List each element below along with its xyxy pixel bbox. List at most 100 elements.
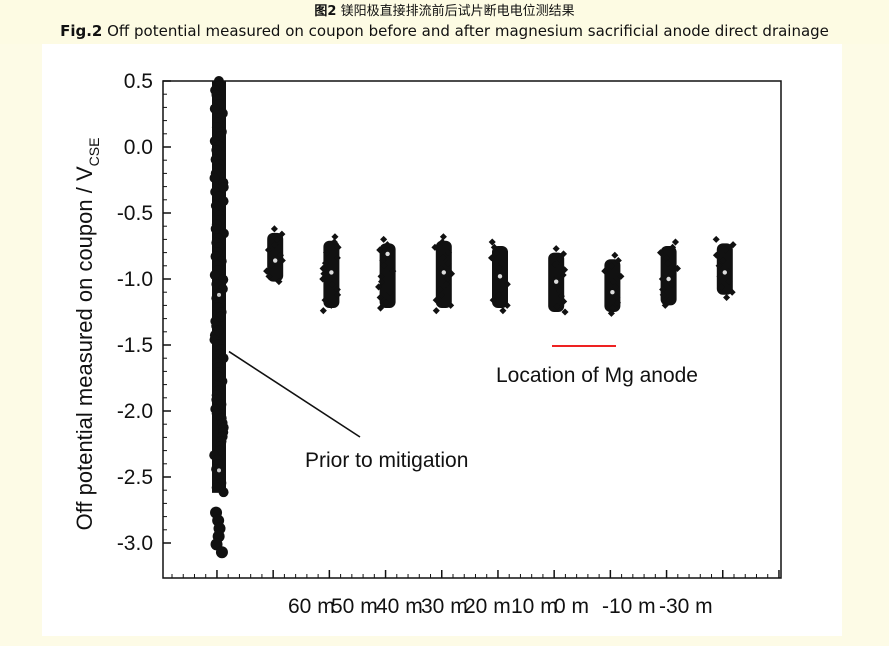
cluster-point	[439, 233, 447, 241]
y-tick-label: 0.5	[124, 70, 153, 93]
cluster-point	[323, 249, 331, 257]
x-axis: 60 m50 m40 m30 m20 m 10 m0 m -10 m -30 m	[171, 570, 780, 618]
cluster-center-marker	[441, 270, 446, 275]
cluster-point	[495, 264, 503, 272]
cluster-point	[444, 275, 452, 283]
cluster-point	[723, 293, 731, 302]
cluster-center-marker	[497, 274, 503, 279]
cluster-center-marker	[722, 270, 727, 275]
prior-point	[218, 196, 229, 207]
cluster-point	[561, 308, 569, 316]
x-tick-label: 30 m	[421, 595, 468, 618]
cluster-point	[719, 256, 727, 265]
cluster-point	[613, 293, 621, 302]
cluster-point	[669, 243, 677, 251]
cluster-point	[712, 251, 720, 259]
cluster-point	[437, 264, 445, 272]
x-tick-label: 0 m	[554, 595, 589, 618]
prior-point	[210, 223, 221, 234]
cluster-point	[442, 280, 450, 288]
cluster-point	[495, 291, 503, 299]
cluster-point	[667, 270, 675, 278]
cluster-point	[560, 297, 568, 305]
cluster-point	[436, 286, 444, 294]
cluster-point	[490, 243, 498, 251]
cluster-point	[273, 235, 281, 243]
cluster-point	[559, 271, 567, 279]
x-tick-label: 40 m	[376, 595, 423, 618]
x-tick-label: 20 m	[464, 595, 511, 618]
y-tick-label: -1.5	[117, 334, 153, 357]
plot-frame	[162, 80, 782, 579]
cluster-point	[613, 299, 622, 307]
cluster-point	[389, 267, 397, 275]
prior-pointer-line	[228, 350, 361, 438]
cluster-point	[611, 251, 619, 259]
cluster-point	[555, 255, 563, 263]
cluster-point	[715, 262, 723, 270]
caption-en-text: Off potential measured on coupon before …	[102, 22, 829, 40]
annotations: Prior to mitigation Location of Mg anode	[228, 345, 698, 472]
scatter-chart: 0.5 0.0 -0.5 -1.0 -1.5 -2.0 -2.5 -3.0 60 m50 m4…	[72, 70, 782, 618]
cluster-point	[499, 307, 507, 315]
prior-center-marker	[217, 468, 221, 473]
cluster-point	[608, 304, 616, 312]
cluster-point	[378, 278, 386, 286]
cluster-point	[383, 241, 391, 249]
cluster-point	[668, 280, 676, 288]
cluster-point	[330, 238, 338, 246]
caption-chinese: 图2 镁阳极直接排流前后试片断电电位测结果	[0, 0, 889, 21]
prior-point	[218, 182, 229, 193]
cluster-point	[319, 307, 327, 315]
cluster-point	[380, 235, 388, 243]
cluster-point	[377, 272, 385, 280]
x-tick-label: -30 m	[659, 595, 713, 618]
prior-point	[209, 103, 220, 114]
cluster-point	[265, 272, 273, 280]
cluster-point	[448, 270, 456, 278]
cluster-point	[656, 249, 665, 257]
cluster-point	[278, 230, 286, 238]
cluster-point	[673, 264, 681, 272]
cluster-point	[553, 303, 561, 311]
cluster-point	[659, 291, 667, 299]
y-tick-label: -2.5	[117, 466, 153, 489]
cluster-point	[444, 259, 452, 267]
cluster-point	[382, 299, 390, 307]
cluster-point	[487, 254, 496, 262]
cluster-point	[728, 288, 736, 296]
cluster-point	[439, 254, 447, 262]
cluster-point	[270, 225, 278, 233]
annotation-mg-anode: Location of Mg anode	[496, 364, 698, 387]
annotation-prior: Prior to mitigation	[305, 449, 468, 472]
cluster-point	[503, 301, 511, 309]
cluster-point	[321, 296, 329, 304]
cluster-point	[556, 287, 564, 295]
data-points	[209, 76, 737, 559]
x-tick-label: 60 m	[288, 595, 335, 618]
cluster-point	[729, 241, 737, 249]
cluster-point	[447, 301, 455, 309]
y-tick-label: -1.0	[117, 268, 153, 291]
cluster-point	[319, 264, 327, 272]
cluster-point	[379, 256, 387, 265]
cluster-point	[333, 286, 341, 294]
y-tick-label: -0.5	[117, 202, 153, 225]
cluster-point	[551, 260, 559, 269]
cluster-point	[271, 241, 279, 249]
cluster-point	[664, 259, 672, 267]
cluster-point	[659, 286, 667, 294]
cluster-point	[334, 243, 342, 251]
cluster-point	[319, 275, 327, 283]
cluster-center-marker	[329, 270, 334, 275]
cluster-point	[561, 266, 569, 274]
cluster-point	[716, 272, 724, 280]
cluster-point	[503, 280, 511, 288]
cluster-point	[380, 262, 388, 270]
cluster-point	[331, 233, 339, 241]
caption-cn-text: 镁阳极直接排流前后试片断电电位测结果	[336, 4, 575, 19]
cluster-point	[328, 280, 336, 288]
cluster-point	[721, 246, 729, 254]
cluster-point	[432, 307, 440, 315]
prior-outlier-point	[215, 546, 228, 559]
